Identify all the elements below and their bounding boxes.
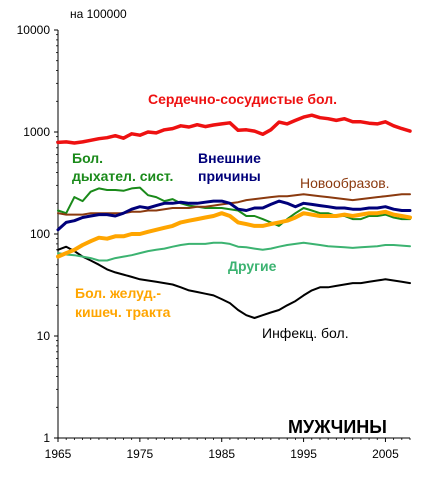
y-tick-label: 1 (43, 431, 50, 445)
y-tick-label: 1000 (23, 125, 50, 139)
series-line (57, 241, 411, 262)
series-label: причины (198, 168, 261, 184)
series-line (56, 209, 412, 259)
series-label: Новообразов. (300, 175, 390, 191)
series-line (56, 199, 412, 232)
x-tick-label: 1985 (208, 447, 235, 461)
series-labels: Сердечно-сосудистые бол. Бол. дыхател. сис… (72, 91, 390, 341)
y-tick-label: 10 (37, 329, 51, 343)
series-label: Другие (228, 258, 277, 274)
unit-label: на 100000 (70, 7, 127, 21)
series-line (57, 186, 411, 227)
series-lines (56, 113, 412, 319)
y-tick-label: 100 (30, 227, 50, 241)
series-label: Инфекц. бол. (262, 325, 349, 341)
series-label: дыхател. сист. (72, 168, 173, 184)
series-line (57, 193, 411, 216)
series-label: Сердечно-сосудистые бол. (148, 91, 337, 107)
series-label: Бол. желуд.- (75, 285, 161, 301)
x-tick-label: 1965 (45, 447, 72, 461)
series-label: кишеч. тракта (75, 304, 171, 320)
series-label: Внешние (198, 150, 261, 166)
series-line (57, 245, 411, 319)
axes: 1 10 100 1000 10000 1965 1975 1985 1995 2005 (17, 23, 411, 461)
x-tick-label: 1975 (127, 447, 154, 461)
y-tick-label: 10000 (17, 23, 51, 37)
corner-label: МУЖЧИНЫ (288, 417, 387, 437)
series-line (56, 113, 412, 145)
series-label: Бол. (72, 150, 103, 166)
x-tick-label: 2005 (372, 447, 399, 461)
x-tick-label: 1995 (290, 447, 317, 461)
